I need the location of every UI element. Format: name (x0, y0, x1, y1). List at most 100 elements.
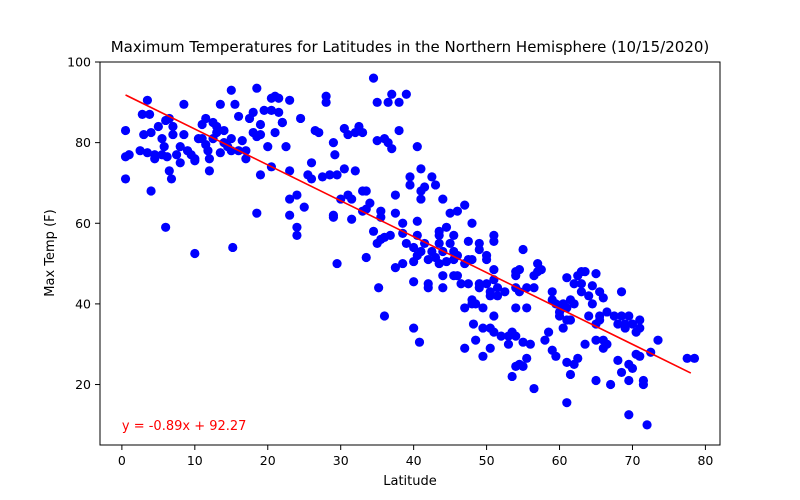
data-point (332, 258, 342, 269)
data-point (452, 271, 463, 281)
data-point (361, 252, 371, 263)
data-point (164, 166, 174, 176)
data-point (295, 113, 306, 124)
data-point (179, 99, 189, 109)
data-point (467, 254, 477, 265)
data-point (120, 174, 131, 184)
data-point (255, 119, 266, 130)
data-point (529, 283, 539, 293)
data-point (427, 172, 437, 182)
data-point (635, 315, 645, 325)
data-point (139, 129, 149, 140)
data-point (285, 166, 295, 176)
data-point (255, 129, 266, 140)
data-point (405, 172, 415, 182)
data-point (587, 281, 597, 291)
data-point (584, 311, 594, 321)
data-point (438, 271, 448, 281)
data-point (489, 230, 499, 240)
data-point (285, 210, 295, 220)
data-point (492, 283, 503, 293)
x-tick-label: 80 (697, 453, 713, 468)
x-axis-ticks: 0 10 20 30 40 50 60 70 80 (118, 445, 713, 468)
data-point (266, 105, 277, 115)
data-point (565, 315, 576, 325)
data-point (460, 343, 470, 353)
data-point (394, 125, 404, 136)
data-point (474, 283, 484, 293)
data-point (489, 311, 499, 321)
data-point (423, 254, 433, 265)
data-point (609, 311, 619, 321)
data-point (248, 107, 258, 117)
data-point (204, 154, 215, 164)
data-point (372, 136, 382, 146)
data-point (565, 369, 576, 380)
data-point (576, 287, 587, 297)
data-point (481, 254, 492, 265)
data-point (591, 335, 601, 345)
regression-equation-annotation: y = -0.89x + 92.27 (122, 419, 247, 434)
data-point (416, 164, 426, 174)
data-point (689, 353, 700, 363)
data-point (441, 222, 452, 232)
data-point (635, 323, 645, 333)
data-point (285, 194, 295, 204)
data-point (405, 180, 415, 190)
data-point (390, 208, 401, 218)
data-point (368, 226, 379, 236)
data-point (616, 311, 627, 321)
data-point (576, 279, 587, 289)
data-point (635, 351, 645, 361)
data-point (157, 134, 167, 144)
data-point (292, 190, 302, 200)
data-point (226, 85, 236, 95)
data-point (379, 311, 390, 321)
data-point (175, 142, 185, 152)
data-point (514, 265, 525, 275)
data-point (547, 287, 557, 297)
data-point (642, 420, 652, 430)
data-point (150, 154, 160, 164)
data-point (215, 148, 225, 158)
data-point (419, 182, 430, 192)
data-point (416, 194, 426, 204)
regression-layer (125, 94, 692, 374)
data-point (368, 73, 379, 83)
data-point (511, 303, 521, 313)
data-point (613, 319, 623, 329)
data-point (460, 303, 470, 313)
data-point (212, 127, 222, 138)
data-point (219, 125, 229, 136)
data-point (409, 242, 419, 253)
data-point (624, 410, 634, 420)
data-point (471, 335, 481, 345)
chart-title: Maximum Temperatures for Latitudes in th… (111, 38, 710, 56)
data-point (325, 170, 335, 180)
data-point (580, 339, 590, 349)
data-point (452, 206, 463, 216)
data-point (347, 214, 357, 224)
data-point (562, 273, 572, 283)
data-point (580, 267, 590, 277)
data-point (463, 236, 473, 247)
data-point (383, 97, 393, 107)
data-point (445, 238, 455, 249)
data-point (162, 152, 172, 162)
data-point (558, 323, 568, 333)
y-tick-label: 60 (75, 216, 91, 231)
data-point (430, 180, 441, 190)
data-point (573, 353, 583, 363)
data-point (489, 327, 499, 337)
y-axis-ticks: 20 40 60 80 100 (67, 55, 100, 392)
data-point (591, 375, 601, 386)
data-point (203, 146, 213, 156)
data-point (518, 244, 528, 255)
data-point (412, 142, 422, 152)
data-point (401, 238, 411, 249)
data-point (168, 129, 178, 140)
data-point (179, 129, 189, 140)
data-point (146, 127, 156, 138)
data-point (317, 172, 328, 182)
